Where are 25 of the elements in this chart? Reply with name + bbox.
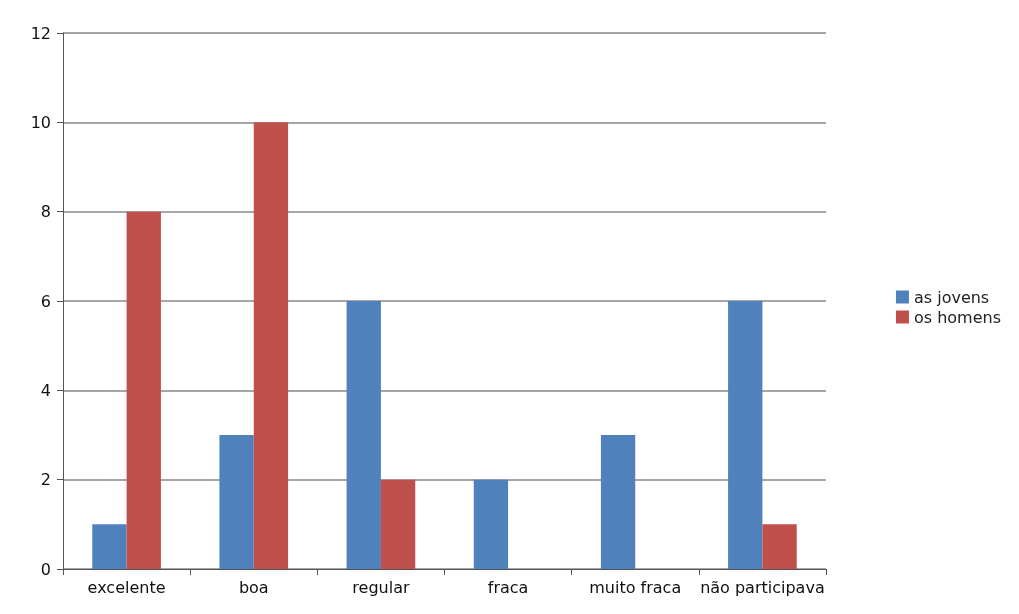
bar [762, 524, 797, 569]
y-tick-label: 0 [40, 559, 51, 579]
y-tick-label: 12 [30, 23, 51, 43]
legend-label: os homens [913, 307, 1001, 327]
y-tick-label: 4 [40, 380, 51, 400]
y-tick-label: 10 [30, 112, 51, 132]
x-tick-label: muito fraca [589, 577, 682, 597]
bar [728, 301, 763, 569]
x-tick-label: regular [352, 577, 410, 597]
bar [600, 435, 636, 569]
legend-label: as jovens [913, 287, 990, 307]
bar [473, 479, 509, 569]
bar [253, 122, 289, 569]
bar [92, 524, 127, 569]
x-tick-label: fraca [487, 577, 529, 597]
bar [219, 435, 254, 569]
y-tick-label: 2 [40, 470, 51, 490]
x-tick-label: excelente [87, 577, 166, 597]
x-tick-label: não participava [700, 577, 825, 597]
bar [346, 301, 381, 569]
bar [380, 479, 416, 569]
y-tick-label: 8 [40, 202, 51, 222]
y-tick-label: 6 [40, 291, 51, 311]
x-tick-label: boa [238, 577, 269, 597]
bar [126, 211, 161, 569]
